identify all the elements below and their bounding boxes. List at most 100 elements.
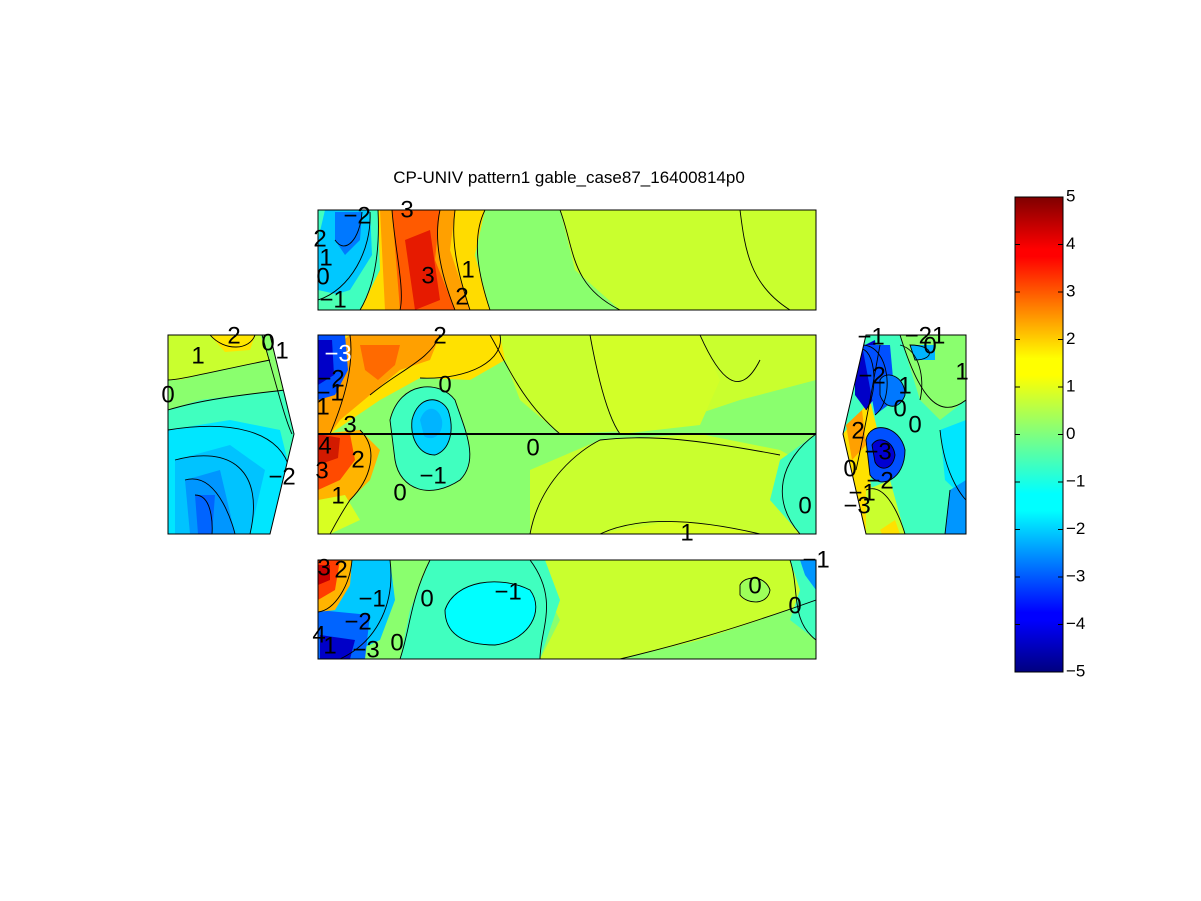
contour-label: −1 bbox=[494, 578, 521, 605]
isoline bbox=[339, 560, 392, 659]
colorbar-tick-label: −1 bbox=[1066, 471, 1085, 490]
contour-label: 1 bbox=[191, 342, 204, 369]
colorbar-gradient bbox=[1014, 196, 1064, 673]
contour-label: 0 bbox=[908, 411, 921, 438]
isoline bbox=[419, 335, 501, 379]
isoline bbox=[444, 581, 537, 646]
isoline bbox=[909, 344, 930, 361]
contour-label: 2 bbox=[227, 322, 240, 349]
colorbar-tick-label: 3 bbox=[1066, 281, 1075, 300]
contour-label: −1 bbox=[319, 286, 346, 313]
colorbar-tick-label: 1 bbox=[1066, 376, 1075, 395]
isoline bbox=[168, 425, 291, 471]
isoline bbox=[589, 335, 621, 435]
contour-label: 4 bbox=[318, 432, 331, 459]
isoline bbox=[334, 211, 363, 247]
contour-label: −1 bbox=[848, 479, 875, 506]
contour-label: 0 bbox=[438, 371, 451, 398]
chart-title: CP-UNIV pattern1 gable_case87_16400814p0 bbox=[393, 168, 745, 187]
colorbar-tick-label: 5 bbox=[1066, 186, 1075, 205]
panel-frame bbox=[167, 334, 295, 535]
contour-label: 4 bbox=[312, 621, 325, 648]
colorbar-ticks: 5 4 3 2 1 0 −1 −2 −3 −4 −5 bbox=[1015, 186, 1085, 680]
isoline bbox=[318, 211, 371, 301]
isoline bbox=[899, 344, 923, 401]
isoline bbox=[261, 335, 293, 435]
isoline bbox=[329, 429, 372, 534]
contour-label: 2 bbox=[313, 225, 326, 252]
contour-label: 2 bbox=[851, 417, 864, 444]
isoline bbox=[739, 577, 771, 603]
contour-label: −3 bbox=[352, 636, 379, 663]
contour-label: −1 bbox=[802, 546, 829, 573]
contour-label: 1 bbox=[898, 372, 911, 399]
contour-label: 3 bbox=[317, 554, 330, 581]
isoline bbox=[389, 386, 471, 491]
isoline bbox=[168, 389, 286, 411]
isoline bbox=[184, 478, 236, 534]
contour-label: 3 bbox=[343, 411, 356, 438]
contour-label: 0 bbox=[748, 572, 761, 599]
isoline bbox=[399, 560, 431, 659]
isoline bbox=[174, 455, 254, 534]
colorbar-tick-label: −2 bbox=[1066, 519, 1085, 538]
contour-label: 1 bbox=[319, 244, 332, 271]
contour-label: 1 bbox=[955, 358, 968, 385]
contour-label: −2 bbox=[343, 202, 370, 229]
contour-label: 0 bbox=[420, 585, 433, 612]
isoline bbox=[529, 560, 547, 659]
contour-label: 3 bbox=[315, 457, 328, 484]
contour-label: −2 bbox=[344, 608, 371, 635]
contour-label: −1 bbox=[857, 323, 884, 350]
contour-label: −1 bbox=[419, 462, 446, 489]
isoline bbox=[865, 427, 906, 483]
isoline bbox=[369, 335, 441, 396]
contour-label: −2 bbox=[268, 463, 295, 490]
colorbar-tick-label: −3 bbox=[1066, 566, 1085, 585]
contour-label: −2 bbox=[858, 362, 885, 389]
contour-label: 2 bbox=[351, 446, 364, 473]
isoline bbox=[781, 433, 816, 534]
colorbar-tick-label: 4 bbox=[1066, 234, 1075, 253]
isoline bbox=[739, 210, 791, 310]
contour-label: 2 bbox=[455, 283, 468, 310]
contour-label: 0 bbox=[843, 455, 856, 482]
isoline bbox=[476, 210, 491, 310]
contour-label: 0 bbox=[390, 629, 403, 656]
contour-label: 2 bbox=[433, 322, 446, 349]
contour-label: −3 bbox=[864, 438, 891, 465]
contour-label: 1 bbox=[461, 256, 474, 283]
contour-label: 0 bbox=[798, 492, 811, 519]
contour-label: −1 bbox=[316, 379, 343, 406]
colorbar-tick-label: 0 bbox=[1066, 424, 1075, 443]
isoline bbox=[789, 560, 816, 641]
panel-frame bbox=[317, 559, 817, 660]
contour-label: 2 bbox=[334, 556, 347, 583]
contour-label: 1 bbox=[331, 482, 344, 509]
contour-labels: −2 3 2 1 0 3 1 2 −1 2 0 1 1 0 −2 2 0 −2 … bbox=[161, 196, 968, 663]
isoline bbox=[619, 599, 816, 659]
contour-label: −1 bbox=[358, 585, 385, 612]
panel-wall-right-gable bbox=[843, 335, 966, 534]
contour-label: 3 bbox=[400, 196, 413, 223]
contour-label: 1 bbox=[680, 519, 693, 546]
isoline bbox=[871, 439, 896, 469]
contour-label: 1 bbox=[323, 632, 336, 659]
contour-label: 0 bbox=[526, 434, 539, 461]
colorbar-tick-label: −4 bbox=[1066, 614, 1085, 633]
colorbar-tick-label: −5 bbox=[1066, 661, 1085, 680]
isoline bbox=[861, 344, 888, 416]
contour-label: 0 bbox=[788, 592, 801, 619]
zone-neg-2 bbox=[335, 212, 362, 255]
contour-label: 1 bbox=[275, 337, 288, 364]
isoline bbox=[939, 429, 966, 501]
contour-label: 0 bbox=[923, 332, 936, 359]
isoline bbox=[209, 335, 256, 348]
isoline bbox=[529, 437, 781, 534]
contour-label: 0 bbox=[161, 381, 174, 408]
isoline bbox=[453, 210, 471, 310]
contour-label: −21 bbox=[905, 322, 946, 349]
isoline bbox=[865, 488, 906, 534]
contour-label: 0 bbox=[393, 479, 406, 506]
